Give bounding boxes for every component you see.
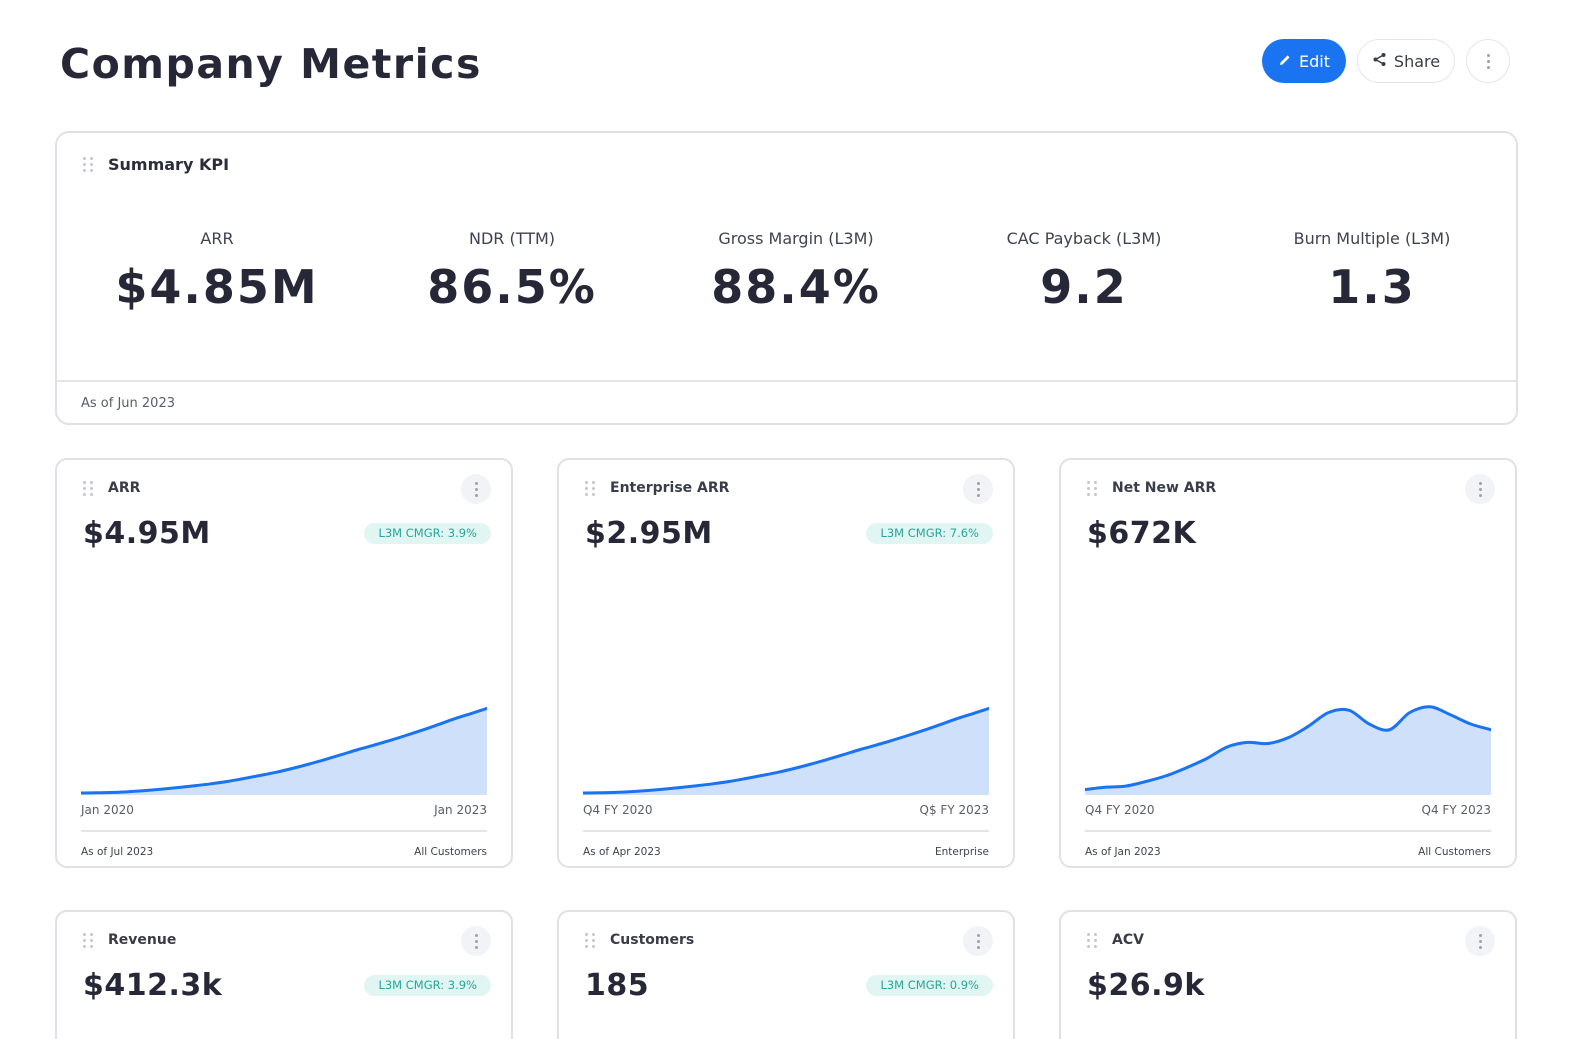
as-of-date: As of Apr 2023 [583, 846, 661, 858]
card-title: Summary KPI [108, 155, 230, 174]
cmgr-badge: L3M CMGR: 3.9% [364, 523, 491, 544]
divider [1085, 830, 1491, 832]
page-title: Company Metrics [60, 40, 482, 88]
x-axis-start-label: Jan 2020 [81, 803, 134, 817]
segment-label: All Customers [1418, 846, 1491, 858]
cmgr-badge: L3M CMGR: 3.9% [364, 975, 491, 996]
card-title: Enterprise ARR [610, 480, 730, 496]
kpi-ndr: NDR (TTM) 86.5% [362, 229, 662, 314]
drag-handle-icon[interactable] [83, 157, 93, 172]
more-options-button[interactable] [1466, 39, 1510, 83]
card-menu-button[interactable] [963, 474, 993, 504]
drag-handle-icon[interactable] [585, 932, 595, 948]
x-axis-start-label: Q4 FY 2020 [1085, 803, 1155, 817]
area-chart [583, 706, 989, 795]
more-vertical-icon [474, 481, 478, 497]
card-menu-button[interactable] [1465, 474, 1495, 504]
card-title: ACV [1112, 932, 1144, 948]
metric-value: $672K [1087, 516, 1197, 551]
metric-value: $26.9k [1087, 968, 1205, 1003]
metric-value: 185 [585, 968, 650, 1003]
drag-handle-icon[interactable] [1087, 932, 1097, 948]
kpi-label: CAC Payback (L3M) [1006, 229, 1162, 248]
area-fill [81, 708, 487, 795]
kpi-value: $4.85M [115, 260, 319, 314]
more-vertical-icon [1486, 53, 1490, 69]
drag-handle-icon[interactable] [83, 932, 93, 948]
as-of-date: As of Jan 2023 [1085, 846, 1161, 858]
more-vertical-icon [1478, 933, 1482, 949]
pencil-icon [1278, 52, 1292, 71]
series-line [1085, 705, 1491, 792]
metric-card-arr: ARR $4.95M L3M CMGR: 3.9% Jan 2020 Jan 2… [55, 458, 513, 868]
kpi-value: 1.3 [1328, 260, 1416, 314]
cmgr-badge: L3M CMGR: 7.6% [866, 523, 993, 544]
divider [81, 830, 487, 832]
kpi-arr: ARR $4.85M [67, 229, 367, 314]
edit-button-label: Edit [1299, 51, 1330, 71]
card-title: Net New ARR [1112, 480, 1217, 496]
metric-value: $2.95M [585, 516, 713, 551]
kpi-label: NDR (TTM) [468, 229, 556, 248]
kpi-label: ARR [200, 229, 234, 248]
more-vertical-icon [474, 933, 478, 949]
kpi-cac-payback: CAC Payback (L3M) 9.2 [934, 229, 1234, 314]
x-axis-start-label: Q4 FY 2020 [583, 803, 653, 817]
area-fill [583, 708, 989, 795]
summary-kpi-card: Summary KPI ARR $4.85M NDR (TTM) 86.5% G… [55, 131, 1518, 425]
series-line [81, 706, 487, 795]
x-axis-end-label: Q$ FY 2023 [919, 803, 989, 817]
x-axis-end-label: Jan 2023 [434, 803, 487, 817]
kpi-value: 9.2 [1040, 260, 1128, 314]
kpi-value: 86.5% [427, 260, 597, 314]
kpi-label: Burn Multiple (L3M) [1293, 229, 1451, 248]
kpi-value: 88.4% [711, 260, 881, 314]
metric-value: $4.95M [83, 516, 211, 551]
metric-card-acv: ACV $26.9k [1059, 910, 1517, 1039]
drag-handle-icon[interactable] [1087, 480, 1097, 496]
more-vertical-icon [1478, 481, 1482, 497]
area-chart [81, 706, 487, 795]
x-axis-end-label: Q4 FY 2023 [1421, 803, 1491, 817]
kpi-burn-multiple: Burn Multiple (L3M) 1.3 [1222, 229, 1522, 314]
kpi-gross-margin: Gross Margin (L3M) 88.4% [646, 229, 946, 314]
more-vertical-icon [976, 933, 980, 949]
cmgr-badge: L3M CMGR: 0.9% [866, 975, 993, 996]
series-line [583, 706, 989, 795]
share-button-label: Share [1393, 51, 1441, 71]
card-title: ARR [108, 480, 141, 496]
segment-label: Enterprise [934, 846, 989, 858]
metric-card-customers: Customers 185 L3M CMGR: 0.9% [557, 910, 1015, 1039]
card-title: Revenue [108, 932, 177, 948]
metric-card-net-new-arr: Net New ARR $672K Q4 FY 2020 Q4 FY 2023 … [1059, 458, 1517, 868]
metric-value: $412.3k [83, 968, 223, 1003]
card-menu-button[interactable] [461, 474, 491, 504]
share-icon [1372, 52, 1387, 71]
card-menu-button[interactable] [461, 926, 491, 956]
drag-handle-icon[interactable] [585, 480, 595, 496]
card-menu-button[interactable] [1465, 926, 1495, 956]
divider [583, 830, 989, 832]
area-fill [1085, 706, 1491, 795]
metric-card-enterprise-arr: Enterprise ARR $2.95M L3M CMGR: 7.6% Q4 … [557, 458, 1015, 868]
as-of-date: As of Jun 2023 [81, 396, 175, 411]
drag-handle-icon[interactable] [83, 480, 93, 496]
card-title: Customers [610, 932, 695, 948]
as-of-date: As of Jul 2023 [81, 846, 154, 858]
more-vertical-icon [976, 481, 980, 497]
segment-label: All Customers [414, 846, 487, 858]
card-footer: As of Jun 2023 [57, 380, 1516, 423]
card-menu-button[interactable] [963, 926, 993, 956]
metric-card-revenue: Revenue $412.3k L3M CMGR: 3.9% [55, 910, 513, 1039]
area-chart [1085, 705, 1491, 795]
kpi-label: Gross Margin (L3M) [718, 229, 874, 248]
share-button[interactable]: Share [1357, 39, 1455, 83]
edit-button[interactable]: Edit [1262, 39, 1346, 83]
